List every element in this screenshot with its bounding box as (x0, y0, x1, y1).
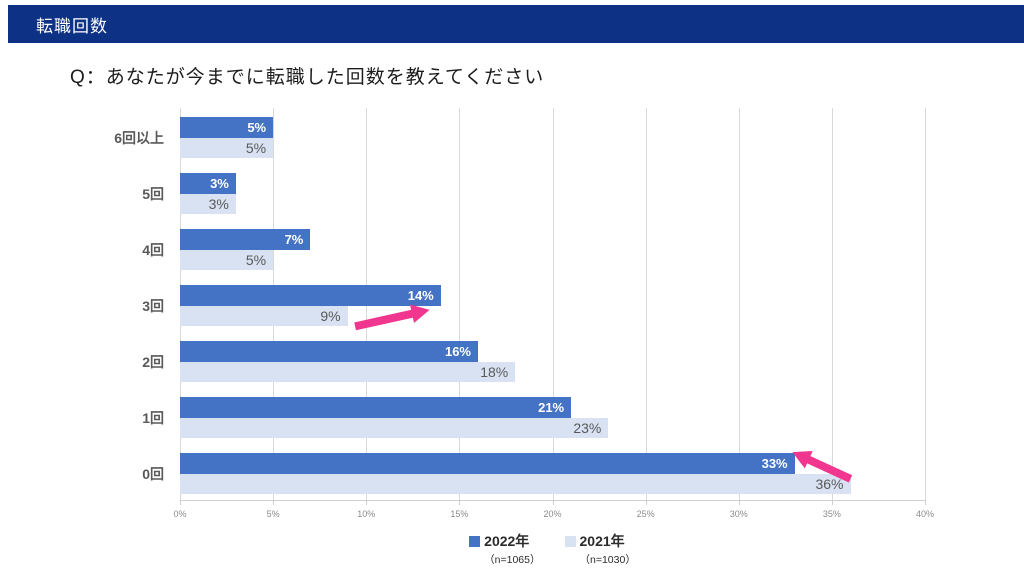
bar-2021年-6回以上: 5% (180, 138, 274, 158)
x-axis: 0% 5% 10% 15% 20% 25% 30% 35% 40% (173, 500, 934, 530)
legend-swatch (564, 535, 576, 547)
bar-2021年-3回: 9% (180, 306, 348, 326)
bar-value-label: 18% (480, 364, 509, 380)
bar-row: 3% 3% (180, 164, 925, 220)
bar-value-label: 5% (245, 252, 267, 268)
bar-row: 5% 5% (180, 108, 925, 164)
legend-series-sample-size: （n=1030） (579, 554, 636, 566)
bar-2022年-1回: 21% (180, 397, 572, 418)
bar-2021年-2回: 18% (180, 362, 516, 382)
x-axis-tick (645, 500, 647, 505)
category-label: 0回 (142, 466, 164, 482)
bar-value-label: 3% (208, 196, 229, 212)
bar-row: 16% 18% (180, 332, 925, 388)
x-axis-tick-label: 15% (450, 509, 469, 519)
legend-item-2022年: 2022年 （n=1065） (469, 531, 541, 567)
gridline (459, 108, 461, 500)
bar-2021年-1回: 23% (180, 418, 609, 438)
slide-header-bar: 転職回数 (8, 5, 1024, 43)
x-axis-tick (552, 500, 554, 505)
bar-value-label: 5% (245, 140, 267, 156)
legend-series-name: 2021年 (579, 533, 625, 549)
category-label: 3回 (142, 298, 164, 314)
page-title: 転職回数 (36, 16, 108, 36)
bar-value-label: 16% (444, 344, 471, 359)
chart-legend: 2022年 （n=1065） 2021年 （n=1030） (180, 531, 925, 567)
x-axis-tick (831, 500, 833, 505)
x-axis-tick (366, 500, 368, 505)
x-axis-tick (738, 500, 740, 505)
x-axis-tick-label: 25% (636, 509, 655, 519)
bar-value-label: 5% (247, 120, 267, 135)
bar-2021年-4回: 5% (180, 250, 274, 270)
legend-series-name: 2022年 (484, 533, 530, 549)
survey-question-text: Q：あなたが今までに転職した回数を教えてください (70, 67, 545, 88)
bar-2022年-0回: 33% (180, 453, 795, 474)
x-axis-tick-label: 40% (915, 509, 935, 519)
bar-row: 7% 5% (180, 220, 925, 276)
x-axis-tick-label: 20% (543, 509, 562, 519)
x-axis-tick-label: 35% (822, 509, 841, 519)
x-axis-tick-label: 0% (173, 509, 187, 519)
bar-value-label: 3% (210, 176, 229, 191)
y-axis-category-labels: 6回以上 5回 4回 3回 2回 1回 0回 (90, 108, 172, 500)
bar-row: 21% 23% (180, 388, 925, 444)
gridline (831, 108, 833, 500)
x-axis-tick-label: 10% (357, 509, 376, 519)
gridline (552, 108, 554, 500)
bar-2021年-5回: 3% (180, 194, 236, 214)
bar-2022年-4回: 7% (180, 229, 311, 250)
bar-value-label: 33% (761, 456, 788, 471)
category-label: 1回 (142, 410, 164, 426)
bar-2021年-0回: 36% (180, 474, 851, 494)
bar-value-label: 9% (320, 308, 341, 324)
bar-2022年-5回: 3% (180, 173, 236, 194)
bar-value-label: 14% (407, 288, 434, 303)
gridline (738, 108, 740, 500)
x-axis-tick (180, 500, 181, 505)
x-axis-tick (925, 500, 926, 505)
bar-chart-plot-area: 5% 5% 3% 3% 7% 5% 14% 9% 16% 18% 21% 23% 33% 36% (180, 108, 926, 501)
bar-2022年-6回以上: 5% (180, 117, 274, 138)
category-label: 5回 (142, 186, 164, 202)
bar-2022年-2回: 16% (180, 341, 478, 362)
legend-series-sample-size: （n=1065） (484, 554, 541, 566)
category-label: 2回 (142, 354, 164, 370)
bar-row: 14% 9% (180, 276, 925, 332)
bar-value-label: 23% (573, 420, 602, 436)
gridline (645, 108, 647, 500)
category-label: 6回以上 (114, 130, 164, 146)
legend-swatch (469, 535, 481, 547)
x-axis-tick-label: 30% (729, 509, 748, 519)
bar-2022年-3回: 14% (180, 285, 441, 306)
x-axis-tick (273, 500, 275, 505)
category-label: 4回 (142, 242, 164, 258)
x-axis-tick-label: 5% (266, 509, 280, 519)
x-axis-tick (459, 500, 461, 505)
bar-value-label: 7% (284, 232, 304, 247)
bar-row: 33% 36% (180, 444, 925, 500)
bar-value-label: 36% (815, 476, 844, 492)
legend-item-2021年: 2021年 （n=1030） (564, 531, 636, 567)
bar-value-label: 21% (538, 400, 565, 415)
gridline (925, 108, 926, 500)
